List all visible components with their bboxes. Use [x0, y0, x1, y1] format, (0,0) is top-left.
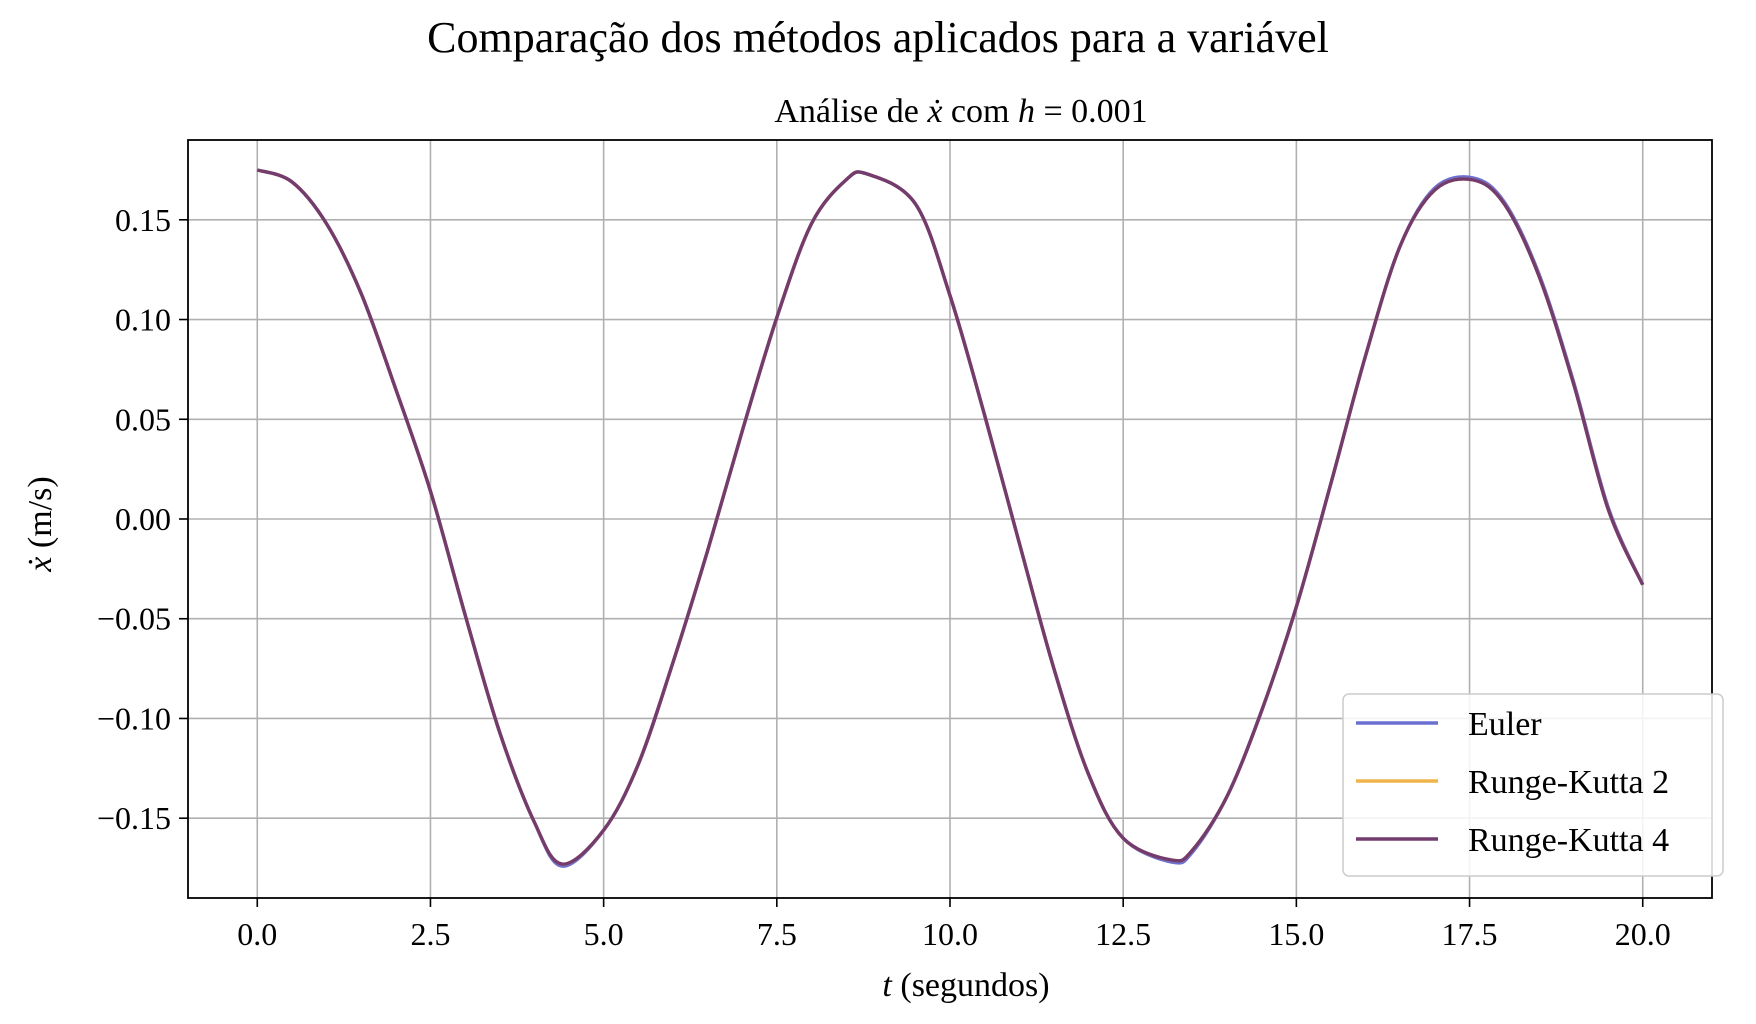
title-h: h: [1018, 93, 1035, 130]
title-variable: ẋ: [926, 93, 942, 130]
x-tick-label: 17.5: [1442, 916, 1498, 952]
series-line-runge-kutta-4: [256, 168, 1645, 866]
y-tick-label: −0.10: [97, 700, 171, 736]
chart-suptitle: Comparação dos métodos aplicados para a …: [427, 13, 1329, 62]
y-tick-label: 0.15: [115, 202, 171, 238]
title-prefix: Análise de: [774, 93, 927, 130]
title-mid: com: [942, 93, 1018, 130]
y-tick-label: 0.10: [115, 302, 171, 338]
x-tick-label: 0.0: [237, 916, 277, 952]
legend-label-runge-kutta-4: Runge-Kutta 4: [1468, 822, 1669, 859]
x-tick-label: 7.5: [757, 916, 797, 952]
legend: Euler Runge-Kutta 2 Runge-Kutta 4: [1342, 693, 1724, 877]
y-axis-unit: (m/s): [22, 476, 59, 556]
x-axis-label: t (segundos): [882, 967, 1049, 1004]
x-tick-label: 12.5: [1095, 916, 1151, 952]
y-axis-label: ẋ (m/s): [22, 476, 59, 572]
y-tick-label: 0.00: [115, 501, 171, 537]
chart-title: Análise de ẋ com h = 0.001: [774, 93, 1147, 130]
x-tick-label: 2.5: [410, 916, 450, 952]
y-ticks: 0.15 0.10 0.05 0.00 −0.05 −0.10 −0.15: [97, 202, 188, 836]
series-lines: [256, 168, 1645, 868]
x-axis-unit: (segundos): [892, 967, 1050, 1004]
x-axis-variable: t: [882, 967, 893, 1004]
y-tick-label: 0.05: [115, 401, 171, 437]
legend-label-runge-kutta-2: Runge-Kutta 2: [1468, 764, 1669, 801]
y-tick-label: −0.05: [97, 601, 171, 637]
y-axis-variable: ẋ: [22, 557, 59, 573]
y-tick-label: −0.15: [97, 800, 171, 836]
title-eq: = 0.001: [1035, 93, 1148, 130]
x-tick-label: 15.0: [1268, 916, 1324, 952]
x-tick-label: 10.0: [922, 916, 978, 952]
grid: [188, 140, 1712, 898]
x-tick-label: 20.0: [1615, 916, 1671, 952]
x-ticks: 0.0 2.5 5.0 7.5 10.0 12.5 15.0 17.5 20.0: [237, 898, 1671, 952]
legend-label-euler: Euler: [1468, 706, 1542, 743]
legend-box: [1342, 693, 1724, 877]
x-tick-label: 5.0: [584, 916, 624, 952]
